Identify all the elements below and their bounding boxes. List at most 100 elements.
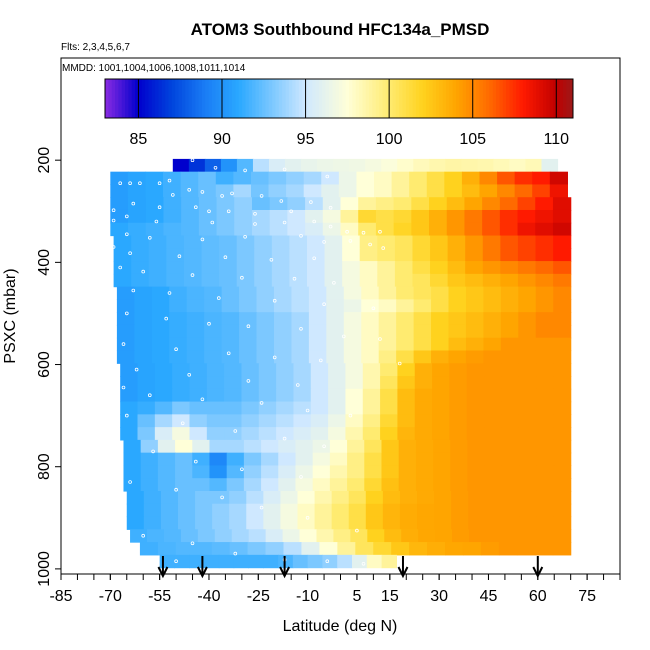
heat-cell: [201, 261, 220, 275]
heat-cell: [263, 554, 279, 569]
heat-cell: [204, 312, 223, 326]
heat-cell: [500, 337, 519, 352]
heat-cell: [243, 478, 262, 492]
heat-cell: [519, 490, 538, 505]
heat-cell: [214, 529, 233, 543]
colorbar-swatch: [265, 79, 270, 118]
heat-cell: [268, 184, 287, 198]
heat-cell: [246, 490, 264, 505]
heat-cell: [169, 337, 188, 352]
heat-cell: [502, 503, 521, 518]
colorbar-swatch: [409, 79, 414, 118]
heat-cell: [394, 235, 414, 249]
heat-cell: [241, 388, 260, 403]
heat-cell: [254, 248, 273, 262]
heat-cell: [446, 209, 466, 224]
heat-cell: [461, 184, 481, 198]
sample-marker: [240, 467, 244, 472]
heat-cell: [553, 414, 572, 428]
heat-cell: [553, 324, 572, 339]
heat-cell: [137, 363, 156, 377]
heat-cell: [536, 452, 555, 467]
heat-cell: [553, 465, 572, 479]
heat-cell: [430, 273, 449, 288]
colorbar-swatch: [278, 79, 283, 118]
heat-cell: [241, 363, 260, 377]
heat-cell: [127, 171, 147, 186]
heat-cell: [501, 414, 520, 428]
colorbar-swatch: [362, 79, 367, 118]
sample-marker: [243, 168, 247, 173]
heat-cell: [287, 209, 306, 224]
heat-cell: [193, 542, 213, 556]
heat-cell: [137, 414, 156, 428]
heat-cell: [258, 388, 277, 403]
heat-cell: [204, 158, 222, 173]
heat-cell: [189, 401, 208, 415]
heat-cell: [375, 209, 395, 224]
heat-cell: [143, 516, 162, 530]
heat-cell: [466, 414, 485, 428]
colorbar-swatch: [272, 79, 276, 118]
profile-arrow: [196, 556, 208, 579]
colorbar-swatch: [479, 79, 484, 118]
heat-cell: [501, 452, 520, 467]
sample-marker: [200, 237, 205, 242]
sample-marker: [233, 429, 238, 433]
heat-cell: [216, 222, 235, 237]
heat-cell: [280, 516, 299, 530]
heat-cell: [301, 158, 318, 173]
heat-cell: [163, 529, 182, 543]
heat-cell: [186, 337, 205, 352]
heat-cell: [145, 209, 165, 224]
heat-cell: [328, 427, 347, 441]
heat-cell: [265, 529, 284, 543]
heat-cell: [160, 503, 179, 518]
heat-cell: [414, 414, 433, 428]
heat-cell: [532, 171, 551, 186]
heat-cell: [183, 261, 203, 275]
heat-cell: [331, 490, 350, 505]
y-tick-label: 1000: [36, 551, 53, 587]
heat-cell: [493, 158, 511, 173]
heat-cell: [239, 337, 258, 352]
sample-marker: [345, 229, 349, 234]
heat-cell: [536, 465, 555, 479]
heat-cell: [365, 503, 384, 518]
heat-cell: [324, 248, 343, 262]
heat-cell: [195, 516, 213, 530]
colorbar-swatch: [215, 79, 220, 118]
sample-marker: [190, 273, 195, 277]
flights-label: Flts: 2,3,4,5,6,7: [61, 42, 130, 53]
heat-cell: [432, 376, 450, 390]
heat-cell: [116, 337, 135, 352]
colorbar-swatch: [255, 79, 260, 118]
heat-cell: [265, 542, 285, 556]
colorbar-swatch: [399, 79, 404, 118]
heat-cell: [219, 248, 238, 262]
heat-cell: [429, 209, 448, 224]
sample-marker: [207, 321, 211, 326]
heat-cell: [500, 273, 519, 288]
sample-marker: [128, 181, 132, 186]
heat-cell: [431, 350, 450, 364]
heat-cell: [226, 452, 245, 467]
heat-cell: [433, 478, 451, 492]
heat-cell: [273, 299, 293, 313]
heat-cell: [347, 452, 365, 467]
heat-cell: [233, 554, 250, 569]
heat-cell: [175, 439, 193, 454]
heat-cell: [430, 235, 449, 249]
heat-cell: [525, 158, 543, 173]
heat-cell: [206, 376, 225, 390]
heat-cell: [209, 478, 228, 492]
heat-cell: [396, 350, 415, 364]
heat-cell: [273, 286, 293, 300]
heat-cell: [226, 439, 245, 454]
heat-cell: [468, 503, 486, 518]
colorbar-swatch: [499, 79, 504, 118]
heat-cell: [131, 235, 150, 249]
heat-cell: [285, 158, 302, 173]
heat-cell: [145, 197, 165, 211]
heat-cell: [462, 542, 482, 556]
